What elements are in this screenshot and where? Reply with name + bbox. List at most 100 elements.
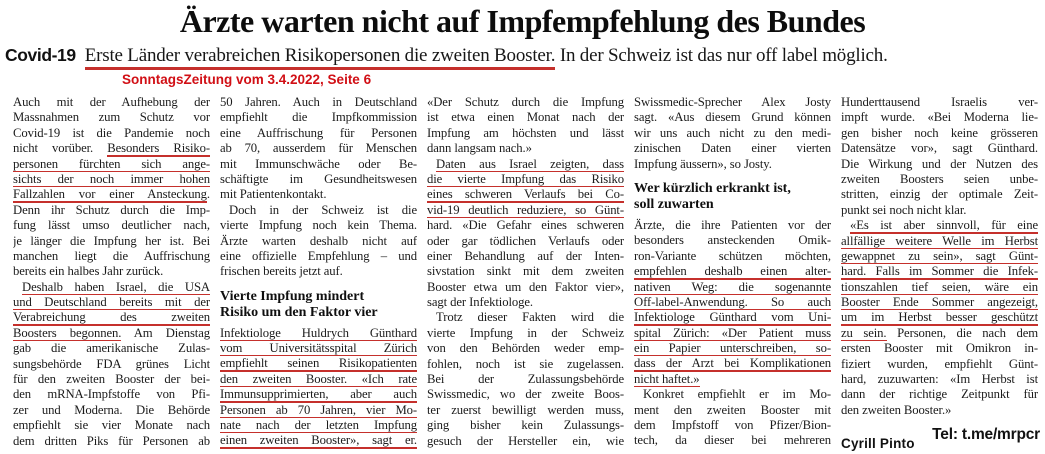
article-line: fiziert wurden, empfiehlt Günt-: [841, 357, 1038, 372]
text-segment: Impfung äussern», so Josty.: [634, 156, 772, 171]
text-segment: gen bisher noch keine grösseren: [841, 125, 1038, 140]
watermark-telegram: Tel: t.me/mrpcr: [932, 426, 1040, 443]
text-segment: Ärzte, die ihre Patienten vor der: [634, 217, 831, 232]
article-line: Trotz dieser Fakten wird die: [427, 310, 624, 325]
red-underlined-text: Fallzahlen vor einer Ansteckung: [13, 187, 207, 203]
text-segment: sagt. «Aus diesem Grund können: [634, 110, 831, 125]
article-line: zer und Moderna. Die Behörde: [13, 403, 210, 418]
article-line: oder gar tödlichen Verlaufs oder: [427, 234, 624, 249]
red-underlined-text: einen zweiten Booster», sagt er.: [220, 433, 417, 449]
red-underlined-text: gewappnet zu sein», sagt Günt-: [841, 248, 1038, 265]
article-subtitle-row: Covid-19 Erste Länder verabreichen Risiko…: [5, 45, 1045, 70]
text-segment: wir uns auch nicht zu den medi-: [634, 125, 831, 140]
text-segment: frischen bereits jetzt auf.: [220, 264, 343, 279]
article-line: sungsbehörde FDA grünes Licht: [13, 357, 210, 372]
article-line: spital Zürich: «Der Patient muss: [634, 325, 831, 342]
article-line: gab die amerikanische Zulas-: [13, 341, 210, 356]
text-segment: stritten, einzig der optimale Zeit-: [841, 187, 1038, 202]
article-line: gen bisher noch keine grösseren: [841, 126, 1038, 141]
text-segment: für den zweiten Booster der bei-: [13, 372, 210, 387]
article-line: punkt sei noch nicht klar.: [841, 203, 1038, 218]
red-underlined-text: nate nach der letzten Impfung: [220, 418, 417, 434]
article-line: vom Universitätsspital Zürich: [220, 341, 417, 357]
text-segment: mit Patientenkontakt.: [220, 187, 327, 202]
article-line: Swissmedic-Sprecher Alex Josty: [634, 95, 831, 110]
article-line: ab 70, ausserdem für Menschen: [220, 141, 417, 156]
text-segment: bereits ein halbes Jahr zurück.: [13, 264, 164, 279]
text-segment: ist etwa einen Monat nach der: [427, 110, 624, 125]
red-underlined-text: und Deutschland bereits mit der: [13, 295, 210, 311]
text-segment: Impfung am höchsten und lässt: [427, 125, 624, 140]
red-underlined-text: personen fürchten sich ange-: [13, 156, 210, 172]
article-line: ist etwa einen Monat nach der: [427, 110, 624, 125]
article-line: und Deutschland bereits mit der: [13, 295, 210, 311]
article-line: sivstation sinkt mit dem zweiten: [427, 264, 624, 279]
text-segment: Trotz dieser Fakten wird die: [436, 310, 624, 325]
text-segment: fohlen, noch ist sie zugelassen.: [427, 356, 624, 371]
text-segment: dann der richtige Zeitpunkt für: [841, 387, 1038, 402]
text-segment: von den Behörden weder emp-: [427, 341, 624, 356]
text-segment: eine offizielle Empfehlung – und: [220, 248, 417, 263]
text-segment: ter zuerst bewilligt werden muss,: [427, 402, 624, 417]
text-segment: ment den zweiten Booster mit: [634, 402, 831, 417]
article-line: empfiehlt seinen Risikopatienten: [220, 356, 417, 372]
article-line: Infektiologe Günthard vom Uni-: [634, 310, 831, 326]
text-segment: gab die amerikanische Zulas-: [13, 341, 210, 356]
text-segment: Risiko um den Faktor vier: [220, 304, 378, 320]
article-line: zweiten Boosters seien unbe-: [841, 172, 1038, 187]
kicker-label: Covid-19: [5, 45, 76, 65]
text-segment: nicht vorüber.: [13, 141, 108, 156]
red-underlined-text: nicht haftet.»: [634, 371, 700, 388]
article-line: wir uns auch nicht zu den medi-: [634, 126, 831, 141]
text-segment: besonders ansteckenden Omik-: [634, 233, 831, 248]
text-segment: empfiehlt die Impfkommission: [220, 110, 417, 125]
red-underlined-text: «Es ist aber sinnvoll, für eine: [850, 218, 1038, 234]
text-segment: je länger die Impfung her ist. Bei: [13, 233, 210, 248]
article-line: sichts der noch immer hohen: [13, 171, 210, 188]
red-underlined-text: Booster Ende Sommer angezeigt,: [841, 295, 1038, 311]
article-line: Die Wirkung und der Nutzen des: [841, 157, 1038, 172]
article-column-4: Swissmedic-Sprecher Alex Josty sagt. «Aus…: [634, 95, 831, 449]
article-line: die vierte Impfung das Risiko: [427, 171, 624, 188]
article-columns: Auch mit der Aufhebung der Massnahmen zum…: [13, 95, 1038, 449]
article-line: um im Herbst besser geschützt: [841, 310, 1038, 326]
text-segment: ging bisher kein Zulassungs-: [427, 418, 624, 433]
article-line: Deshalb haben Israel, die USA: [13, 279, 210, 296]
text-segment: hard, zuzuwarten: «Im Herbst ist: [841, 372, 1038, 387]
article-line: 50 Jahren. Auch in Deutschland: [220, 95, 417, 110]
text-segment: tech, da dieser bei mehreren: [634, 433, 831, 448]
text-segment: einer Behandlung auf der Inten-: [427, 248, 624, 263]
text-segment: Denn ihr Schutz durch die Imp-: [13, 202, 210, 217]
article-footer: Cyrill Pinto Tel: t.me/mrpcr: [841, 426, 1040, 451]
article-line: dem dritten Piks für Personen ab: [13, 434, 210, 449]
text-segment: gesuch der Hersteller ein, wie: [427, 433, 624, 448]
article-line: Booster Ende Sommer angezeigt,: [841, 295, 1038, 311]
article-line: einen zweiten Booster», sagt er.: [220, 433, 417, 449]
red-underlined-text: dass der Arzt bei Komplikationen: [634, 356, 831, 372]
article-line: Datensätze vor», sagt Günthard.: [841, 141, 1038, 156]
text-segment: hard. «Die Gefahr eines schweren: [427, 218, 624, 233]
article-line: Bei der Zulassungsbehörde: [427, 372, 624, 387]
red-underlined-text: um im Herbst besser geschützt: [841, 310, 1038, 326]
text-segment: mit Immunschwäche oder Be-: [220, 156, 417, 171]
red-underlined-text: den zweiten Booster. «Ich rate: [220, 371, 417, 388]
red-underlined-text: Daten aus Israel zeigten, dass: [436, 156, 624, 172]
red-underlined-text: Immunsupprimierten, aber auch: [220, 387, 417, 403]
article-line: Impfung äussern», so Josty.: [634, 157, 831, 172]
article-line: vierte Impfung in der Schweiz: [427, 326, 624, 341]
article-line: tionszahlen tief seien, wäre ein: [841, 279, 1038, 296]
article-line: Personen ab 70 Jahren, vier Mo-: [220, 402, 417, 419]
red-underlined-text: zu sein.: [841, 325, 887, 342]
article-line: nativen Weg: die sogenannte: [634, 279, 831, 295]
subheading-line: Vierte Impfung mindert: [220, 289, 417, 305]
text-segment: ron-Variante schützen möchten,: [634, 248, 831, 263]
text-segment: Personen, die nach dem: [886, 325, 1038, 340]
text-segment: sagt der Infektiologe.: [427, 295, 533, 310]
red-underlined-text: spital Zürich: «Der Patient muss: [634, 325, 831, 342]
red-underlined-text: Personen ab 70 Jahren, vier Mo-: [220, 402, 417, 419]
article-line: Covid-19 ist die Pandemie noch: [13, 126, 210, 141]
article-line: hard. «Die Gefahr eines schweren: [427, 218, 624, 233]
red-underlined-text: empfiehlt seinen Risikopatienten: [220, 356, 417, 372]
article-line: für den zweiten Booster der bei-: [13, 372, 210, 387]
